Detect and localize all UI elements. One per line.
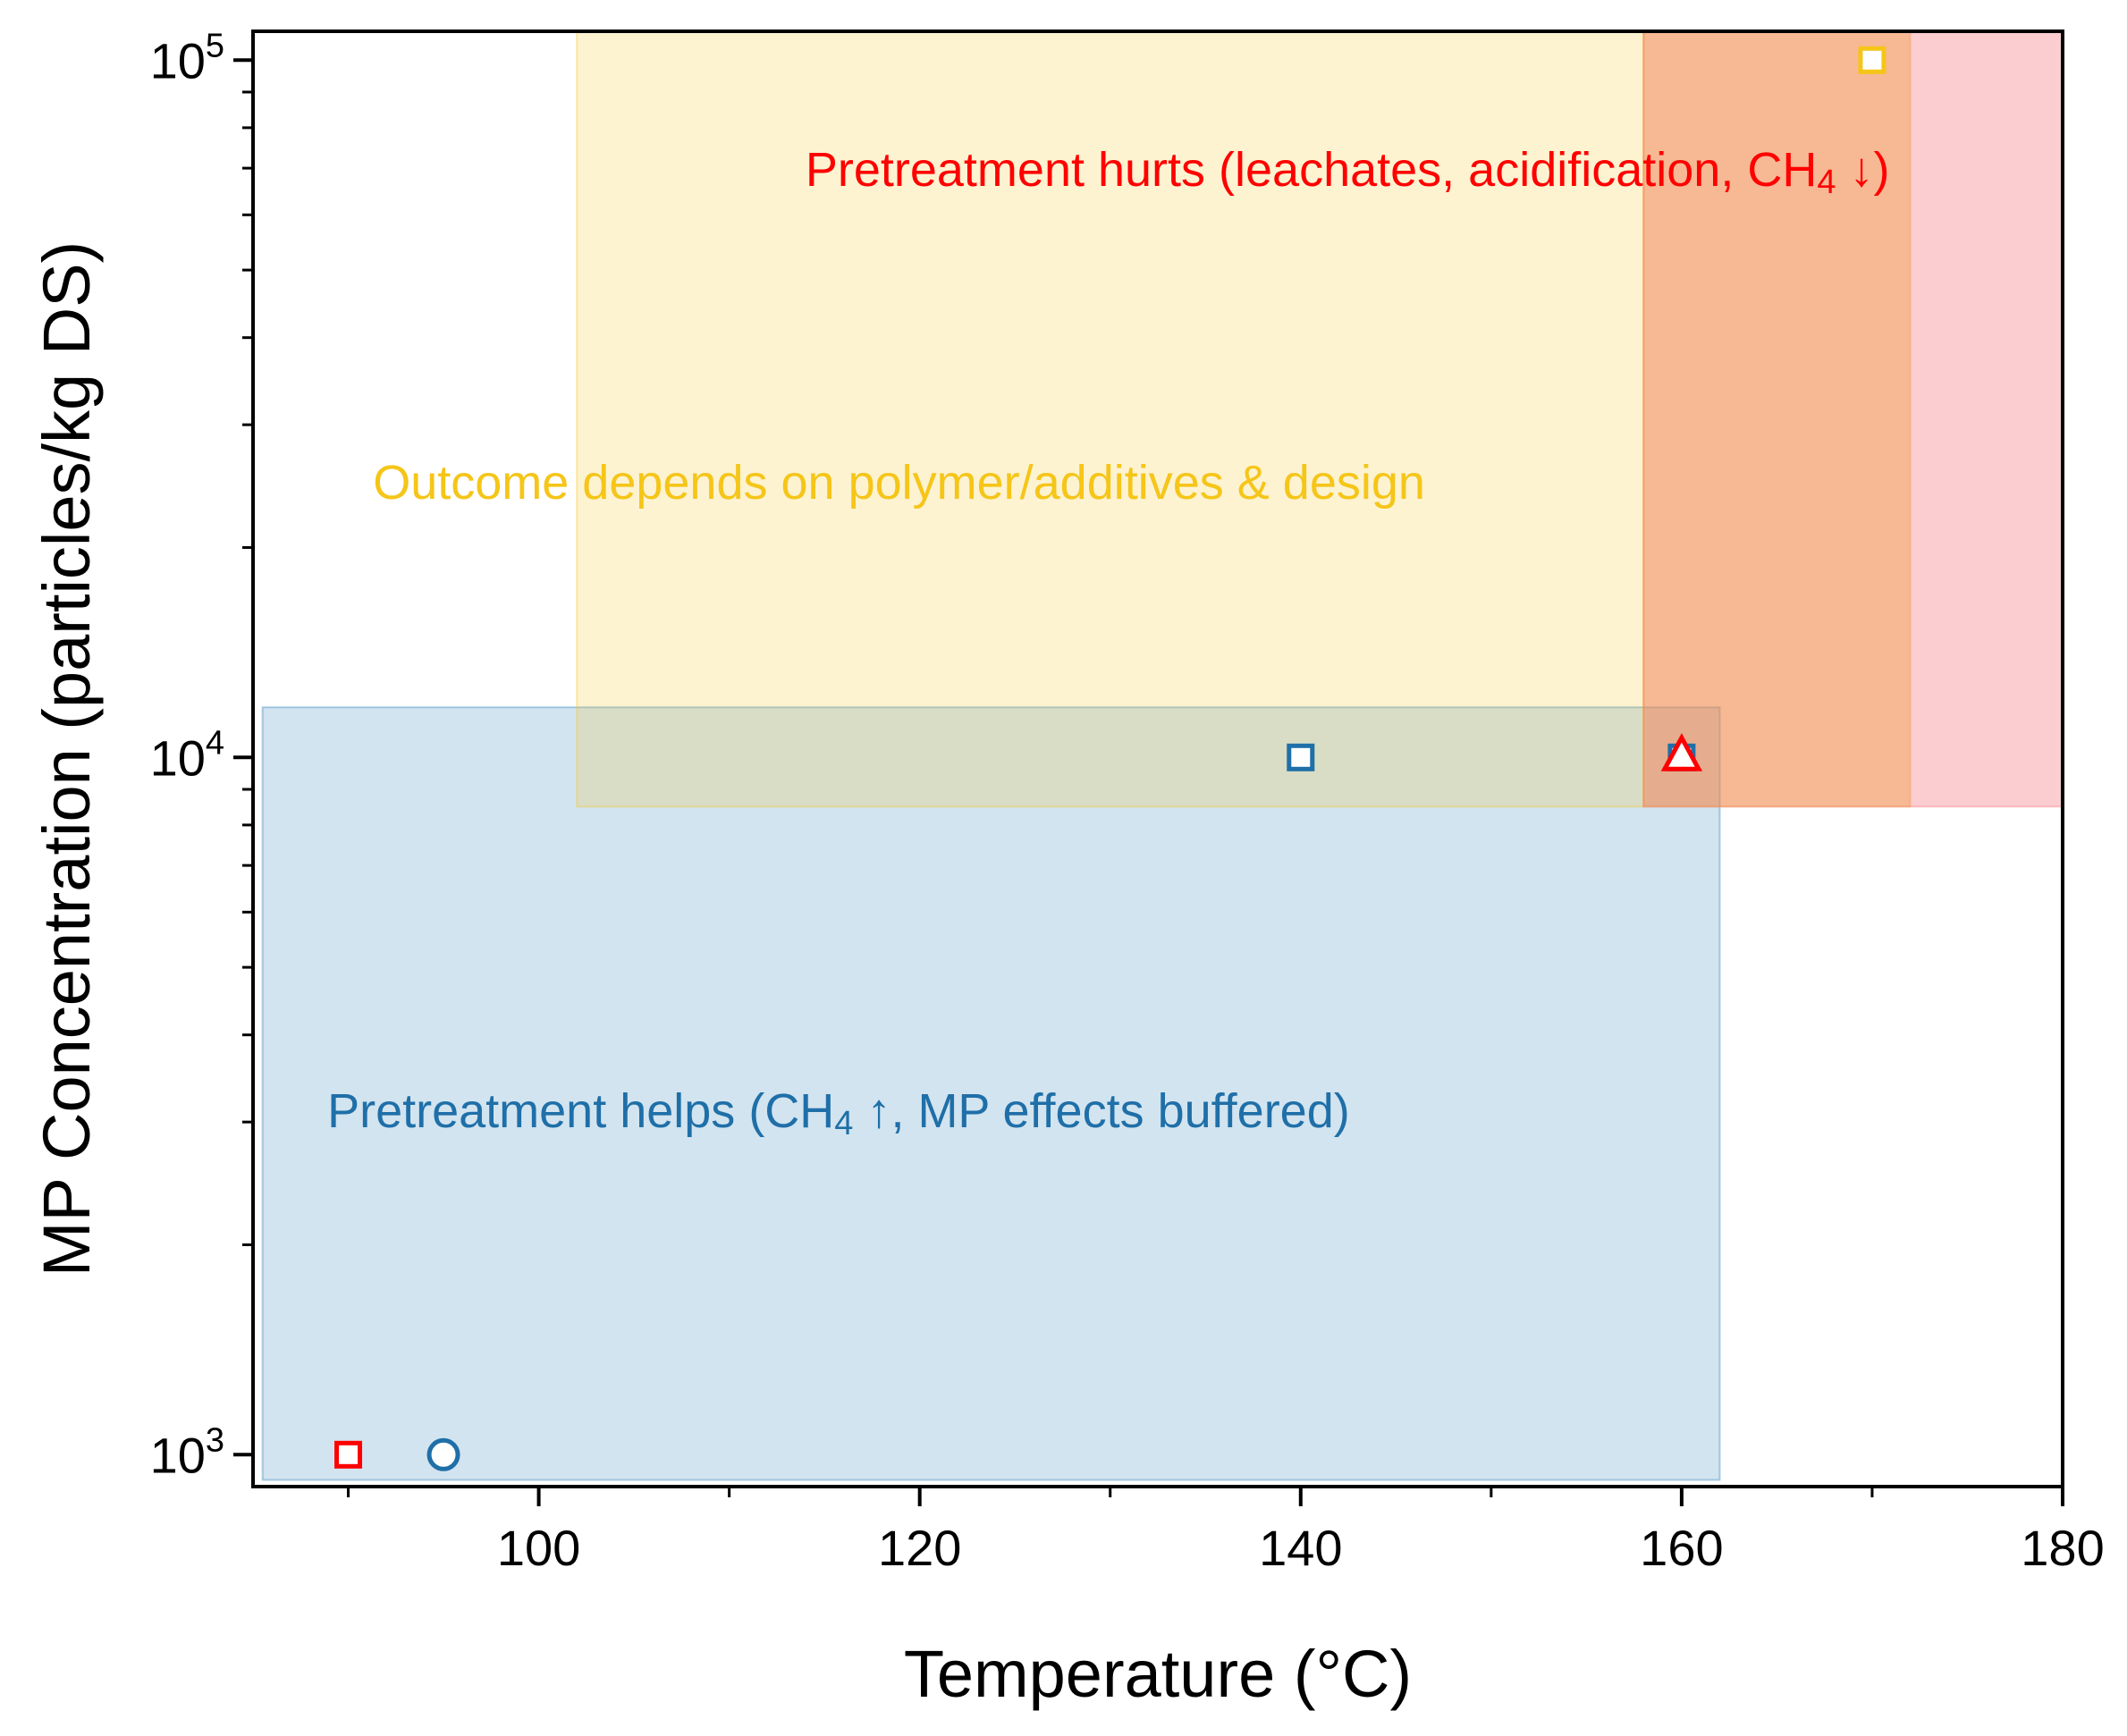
region-depends [576,30,1645,808]
y-tick-label: 104 [150,724,224,786]
helps-label-subscript: 4 [834,1105,853,1142]
y-tick-base: 10 [150,729,206,786]
y-tick-label: 105 [150,27,224,88]
y-tick-base: 10 [150,32,206,88]
x-tick-label: 100 [497,1520,580,1576]
x-tick-label: 120 [878,1520,961,1576]
helps-label: Pretreatment helps (CH4 ↑, MP effects bu… [327,1084,1350,1142]
region-overlap [1642,30,1912,808]
hurts-label-subscript: 4 [1817,164,1836,201]
y-tick-exponent: 5 [206,27,224,64]
x-tick-label: 160 [1640,1520,1723,1576]
y-axis-title: MP Concentration (particles/kg DS) [30,241,104,1277]
x-axis: 100 120 140 160 180 [347,1487,2105,1576]
depends-label-text: Outcome depends on polymer/additives & d… [373,456,1425,510]
x-tick-label: 140 [1259,1520,1342,1576]
hurts-label-tail: ↓) [1836,143,1889,197]
region-annotations: Pretreatment hurts (leachates, acidifica… [327,143,1889,1142]
y-tick-exponent: 3 [206,1421,224,1459]
data-point-triangle [1660,733,1703,771]
data-point-circle [426,1437,460,1471]
data-point-square [1287,743,1315,771]
helps-label-tail: ↑, MP effects buffered) [853,1084,1349,1138]
y-tick-base: 10 [150,1427,206,1483]
hurts-label: Pretreatment hurts (leachates, acidifica… [806,143,1890,201]
y-tick-label: 103 [150,1421,224,1483]
data-point-square [334,1440,363,1469]
helps-label-text: Pretreatment helps (CH [327,1084,834,1138]
x-axis-title: Temperature (°C) [904,1637,1412,1711]
region-helps [261,706,1721,1481]
x-tick-label: 180 [2021,1520,2104,1576]
y-tick-exponent: 4 [206,724,224,762]
depends-label: Outcome depends on polymer/additives & d… [373,456,1425,510]
data-points [334,46,1886,1471]
data-point-square [1858,46,1886,74]
hurts-label-text: Pretreatment hurts (leachates, acidifica… [806,143,1818,197]
shaded-regions [261,30,2064,1481]
